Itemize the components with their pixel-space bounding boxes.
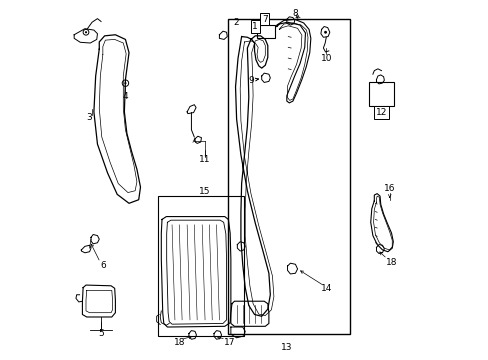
- Text: 8: 8: [292, 9, 298, 18]
- Text: 12: 12: [375, 108, 386, 117]
- Text: 3: 3: [86, 113, 92, 122]
- Text: 15: 15: [198, 187, 210, 196]
- Text: 13: 13: [281, 343, 292, 352]
- Text: 9: 9: [248, 76, 254, 85]
- Text: 5: 5: [98, 329, 104, 338]
- Bar: [227, 19, 349, 334]
- Bar: [257, 25, 274, 38]
- Text: 11: 11: [199, 155, 210, 164]
- Text: 6: 6: [100, 261, 105, 270]
- Text: 17: 17: [223, 338, 235, 347]
- Text: 18: 18: [174, 338, 185, 347]
- Text: 7: 7: [262, 15, 267, 24]
- Text: 10: 10: [320, 54, 331, 63]
- Circle shape: [85, 31, 87, 33]
- Text: 1: 1: [252, 22, 258, 31]
- Bar: [158, 196, 244, 336]
- Text: 14: 14: [321, 284, 332, 293]
- Bar: [368, 82, 393, 106]
- Text: 4: 4: [122, 92, 128, 101]
- Text: 18: 18: [385, 258, 396, 267]
- Text: 2: 2: [233, 18, 239, 27]
- Text: 16: 16: [383, 184, 395, 193]
- Circle shape: [324, 31, 326, 34]
- Circle shape: [124, 82, 126, 84]
